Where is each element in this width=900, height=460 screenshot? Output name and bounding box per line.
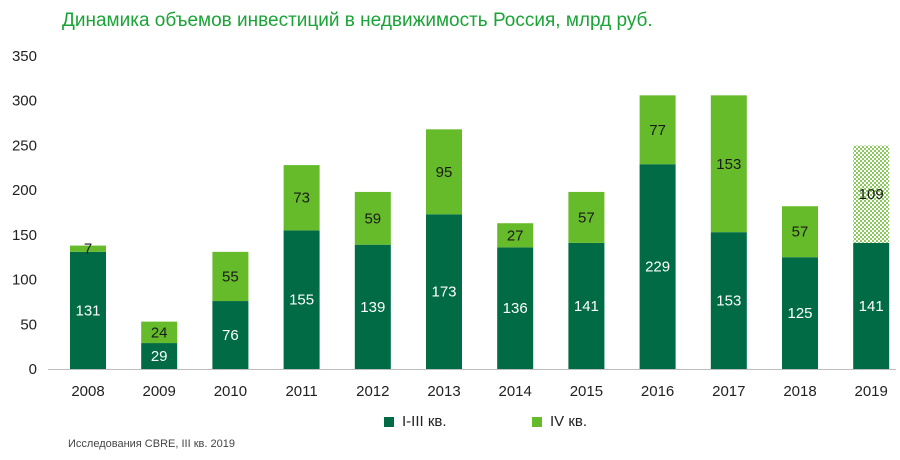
bar-q4 <box>639 95 676 165</box>
bar-q1-q3 <box>497 247 534 369</box>
data-label-q1-q3: 141 <box>574 298 599 315</box>
data-label-q1-q3: 229 <box>645 259 670 276</box>
data-label-q4: 57 <box>792 224 809 241</box>
x-tick-label: 2018 <box>783 383 816 400</box>
legend-label-q1-q3: I-III кв. <box>402 413 447 430</box>
data-label-q4: 153 <box>716 156 741 173</box>
legend-item-q4: IV кв. <box>532 413 587 430</box>
data-label-q1-q3: 125 <box>787 305 812 322</box>
x-tick-label: 2011 <box>285 383 317 400</box>
y-tick-label: 150 <box>12 227 37 244</box>
bar-q4 <box>710 95 747 233</box>
bar-q1-q3 <box>853 242 890 369</box>
x-tick-label: 2015 <box>570 383 603 400</box>
bar-q4 <box>497 223 534 248</box>
bars: 131 7 29 24 76 55 155 73 139 59 173 95 136 27 141 57 229… <box>70 95 890 369</box>
data-label-q1-q3: 29 <box>151 348 168 365</box>
bar-q4 <box>354 191 391 245</box>
data-label-q1-q3: 141 <box>859 298 884 315</box>
data-label-q1-q3: 131 <box>75 302 100 319</box>
bar-q1-q3 <box>70 251 106 369</box>
source-note: Исследования CBRE, III кв. 2019 <box>68 438 235 450</box>
bar-q4 <box>426 129 462 215</box>
bar-q1-q3 <box>639 164 676 369</box>
y-tick-label: 50 <box>20 316 37 333</box>
data-label-q4: 55 <box>222 268 239 285</box>
y-tick-label: 200 <box>12 182 37 199</box>
x-tick-label: 2013 <box>427 383 460 400</box>
x-axis: 2008 2009 2010 2011 2012 2013 2014 2015 2016 2017… <box>48 369 896 400</box>
bar-q4 <box>141 321 178 344</box>
x-tick-label: 2009 <box>143 383 176 400</box>
data-label-q4: 59 <box>364 210 381 227</box>
data-label-q4: 109 <box>859 186 884 203</box>
y-tick-label: 100 <box>12 272 37 289</box>
chart-title: Динамика объемов инвестиций в недвижимос… <box>62 10 653 31</box>
bar-q4 <box>212 251 249 302</box>
bar-q1-q3 <box>568 242 605 369</box>
data-label-q4: 27 <box>507 227 524 244</box>
bar-q1-q3 <box>283 230 320 369</box>
bar-q1-q3 <box>212 301 249 369</box>
legend-swatch-dark <box>384 416 394 427</box>
legend-item-q1-q3: I-III кв. <box>384 413 447 430</box>
x-tick-label: 2014 <box>499 383 532 400</box>
data-label-q4: 73 <box>293 190 310 207</box>
bar-q1-q3 <box>710 232 747 369</box>
bar-q4 <box>568 191 605 243</box>
x-tick-label: 2008 <box>71 383 104 400</box>
data-label-q1-q3: 173 <box>431 284 456 301</box>
data-label-q4: 95 <box>436 164 453 181</box>
bar-q4 <box>283 165 320 231</box>
bar-q1-q3 <box>141 343 178 369</box>
bar-q4 <box>70 245 106 252</box>
data-label-q1-q3: 153 <box>716 293 741 310</box>
data-label-q1-q3: 139 <box>360 299 385 316</box>
data-label-q4: 77 <box>649 122 666 139</box>
bar-q1-q3 <box>782 257 818 369</box>
data-label-q4: 24 <box>151 324 168 341</box>
data-label-q1-q3: 136 <box>503 300 528 317</box>
legend-label-q4: IV кв. <box>550 413 588 430</box>
y-tick-label: 300 <box>12 93 37 110</box>
legend: I-III кв. IV кв. <box>0 413 900 433</box>
x-tick-label: 2017 <box>712 383 745 400</box>
data-label-q1-q3: 76 <box>222 327 239 344</box>
bar-q4 <box>782 206 818 258</box>
bar-q1-q3 <box>426 214 462 369</box>
bar-q1-q3 <box>354 244 391 369</box>
x-tick-label: 2016 <box>641 383 674 400</box>
y-axis: 0 50 100 150 200 250 300 350 <box>12 48 37 378</box>
bar-q4-forecast <box>853 145 890 243</box>
legend-swatch-light <box>532 416 542 427</box>
data-label-q4: 57 <box>578 209 595 226</box>
x-tick-label: 2012 <box>356 383 389 400</box>
data-label-q1-q3: 155 <box>289 292 314 309</box>
x-tick-label: 2010 <box>214 383 247 400</box>
x-tick-label: 2019 <box>855 383 888 400</box>
y-tick-label: 250 <box>12 137 37 154</box>
y-tick-label: 350 <box>12 48 37 65</box>
y-tick-label: 0 <box>29 361 37 378</box>
data-label-q4: 7 <box>84 241 92 258</box>
